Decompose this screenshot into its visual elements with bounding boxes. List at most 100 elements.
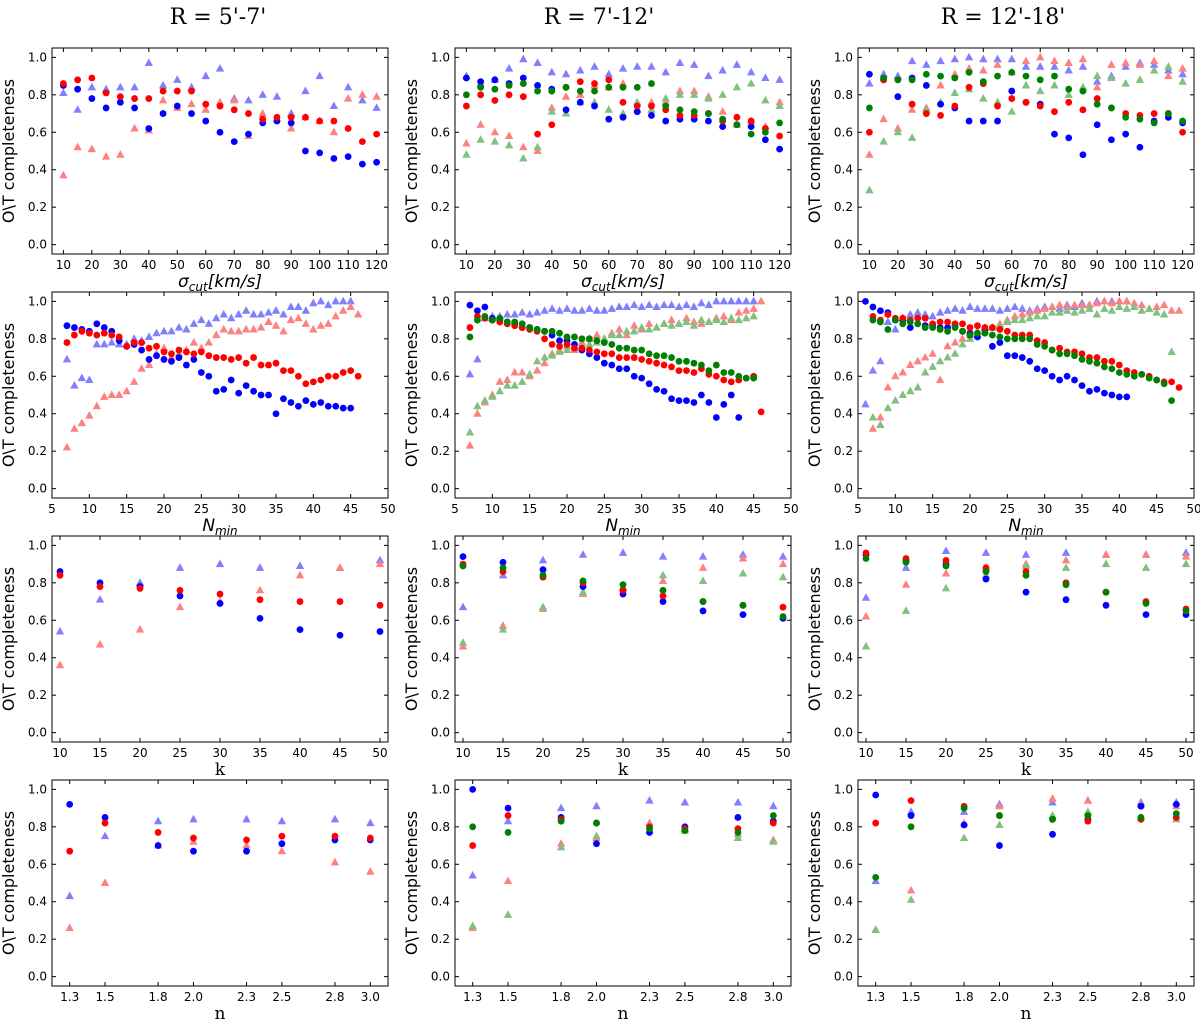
data-point-triangle bbox=[958, 339, 967, 348]
data-point-circle bbox=[145, 95, 153, 102]
panels: 10 20 30 40 50 60 70 80 90 100 110 120 0.0 0.2 0.4 0.6 0… bbox=[0, 47, 1200, 1023]
data-point-triangle bbox=[644, 319, 654, 327]
data-point-circle bbox=[466, 301, 474, 309]
data-point-circle bbox=[88, 74, 96, 82]
data-point-triangle bbox=[906, 386, 915, 395]
data-point-circle bbox=[591, 80, 598, 87]
data-point-triangle bbox=[256, 309, 266, 318]
x-tick-label: 110 bbox=[337, 258, 360, 272]
y-tick-label: 0.0 bbox=[431, 482, 450, 496]
x-axis-label: n bbox=[215, 1004, 226, 1023]
data-point-circle bbox=[190, 834, 197, 842]
y-tick-label: 0.8 bbox=[431, 576, 450, 590]
data-point-triangle bbox=[871, 925, 880, 933]
data-point-circle bbox=[981, 324, 989, 331]
data-point-circle bbox=[1065, 98, 1073, 106]
data-point-triangle bbox=[577, 306, 587, 314]
series-light-red-triangles bbox=[871, 794, 1181, 933]
y-tick-label: 0.2 bbox=[431, 444, 450, 458]
data-point-circle bbox=[600, 350, 608, 358]
data-point-circle bbox=[1022, 571, 1030, 579]
x-axis-label-unit: [km/s] bbox=[611, 272, 665, 292]
data-point-triangle bbox=[189, 337, 199, 346]
data-point-circle bbox=[653, 359, 660, 367]
data-point-circle bbox=[1063, 350, 1071, 358]
data-point-triangle bbox=[1018, 309, 1027, 318]
x-axis-label-main: σ bbox=[581, 272, 593, 292]
data-point-circle bbox=[302, 147, 309, 155]
series-green-circles bbox=[865, 68, 1187, 127]
data-point-circle bbox=[160, 356, 168, 363]
data-point-triangle bbox=[746, 67, 756, 76]
data-point-circle bbox=[1022, 588, 1030, 596]
data-point-circle bbox=[505, 91, 513, 99]
data-point-circle bbox=[309, 378, 317, 386]
y-tick-label: 0.6 bbox=[28, 125, 47, 139]
data-point-triangle bbox=[533, 142, 542, 151]
x-tick-label: 50 bbox=[783, 502, 798, 516]
data-point-triangle bbox=[476, 135, 485, 143]
y-tick-label: 0.2 bbox=[431, 932, 450, 946]
x-tick-label: 15 bbox=[92, 746, 107, 760]
y-tick-label: 0.4 bbox=[431, 651, 450, 665]
y-tick-label: 1.0 bbox=[28, 782, 47, 796]
data-point-circle bbox=[519, 80, 527, 87]
data-point-triangle bbox=[704, 71, 713, 80]
data-point-triangle bbox=[100, 392, 109, 400]
data-point-triangle bbox=[906, 885, 916, 894]
data-point-triangle bbox=[503, 910, 513, 918]
series-light-blue-triangles bbox=[462, 54, 784, 87]
x-tick-label: 40 bbox=[544, 258, 559, 272]
data-point-circle bbox=[869, 316, 877, 324]
data-point-triangle bbox=[689, 90, 699, 98]
data-point-circle bbox=[1078, 350, 1086, 358]
y-tick-label: 0.2 bbox=[28, 932, 47, 946]
data-point-circle bbox=[683, 367, 690, 375]
data-point-circle bbox=[1041, 342, 1049, 350]
data-point-triangle bbox=[1101, 550, 1111, 558]
data-point-circle bbox=[100, 324, 108, 331]
data-point-circle bbox=[1084, 812, 1092, 819]
data-point-circle bbox=[699, 598, 707, 605]
data-point-circle bbox=[951, 74, 959, 82]
data-point-triangle bbox=[979, 93, 988, 102]
data-point-circle bbox=[1172, 800, 1180, 808]
data-point-circle bbox=[1142, 600, 1150, 607]
data-point-circle bbox=[872, 819, 880, 827]
data-point-circle bbox=[1078, 382, 1086, 390]
data-point-circle bbox=[698, 391, 705, 399]
data-point-triangle bbox=[518, 377, 527, 385]
data-point-triangle bbox=[1007, 54, 1016, 63]
data-point-triangle bbox=[704, 300, 714, 309]
data-point-circle bbox=[675, 367, 683, 375]
y-tick-label: 0.2 bbox=[431, 200, 450, 214]
data-point-circle bbox=[1078, 356, 1086, 363]
data-point-circle bbox=[619, 113, 627, 121]
data-point-triangle bbox=[100, 878, 110, 886]
x-tick-label: 20 bbox=[156, 502, 171, 516]
data-point-triangle bbox=[1092, 298, 1102, 307]
x-tick-label: 110 bbox=[1143, 258, 1166, 272]
data-point-triangle bbox=[473, 409, 482, 417]
data-point-triangle bbox=[346, 302, 355, 310]
data-point-circle bbox=[154, 842, 162, 849]
data-point-triangle bbox=[372, 103, 381, 111]
data-point-circle bbox=[358, 160, 366, 168]
data-point-triangle bbox=[498, 625, 508, 633]
data-point-triangle bbox=[1010, 315, 1019, 324]
y-tick-label: 0.8 bbox=[834, 88, 853, 102]
data-point-triangle bbox=[928, 362, 937, 370]
x-axis-label: n bbox=[618, 1004, 629, 1023]
data-point-triangle bbox=[212, 330, 221, 339]
data-point-circle bbox=[591, 102, 598, 110]
x-tick-label: 35 bbox=[1074, 502, 1089, 516]
data-point-circle bbox=[1071, 352, 1078, 360]
data-point-circle bbox=[250, 387, 257, 395]
data-point-triangle bbox=[622, 302, 631, 310]
y-tick-label: 0.2 bbox=[834, 200, 853, 214]
data-point-triangle bbox=[898, 390, 907, 398]
data-point-triangle bbox=[719, 311, 728, 320]
data-point-circle bbox=[1084, 817, 1092, 825]
data-point-circle bbox=[183, 348, 190, 356]
series-red-circles bbox=[56, 571, 384, 609]
